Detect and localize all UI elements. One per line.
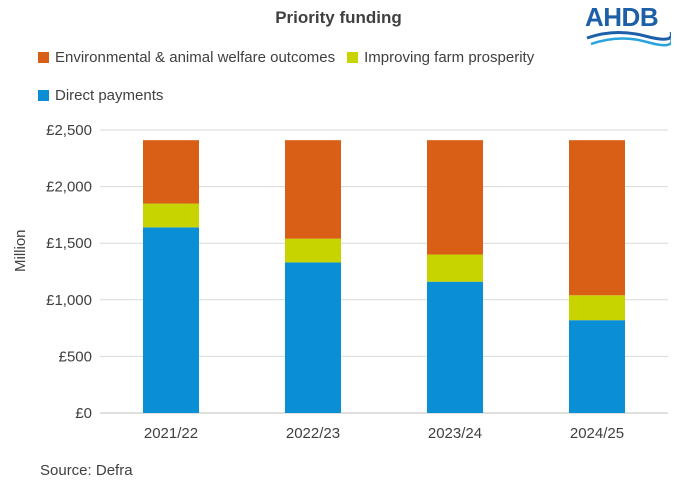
legend-label-direct: Direct payments <box>55 87 164 104</box>
bar-segment <box>569 140 625 296</box>
source-note: Source: Defra <box>40 462 133 479</box>
bar-segment <box>427 281 483 413</box>
chart-title: Priority funding <box>275 8 402 27</box>
logo-wave-icon <box>586 31 671 47</box>
bar-segment <box>569 295 625 321</box>
legend-label-improving: Improving farm prosperity <box>364 49 535 66</box>
legend-row-2: Direct payments <box>38 87 175 104</box>
logo-text: AHDB <box>585 2 659 32</box>
bar-segment <box>569 320 625 413</box>
legend-item-direct: Direct payments <box>38 87 163 104</box>
y-tick-label: £500 <box>59 348 92 365</box>
bar-segment <box>285 238 341 263</box>
bar-segment <box>143 227 199 413</box>
bar-segment <box>427 140 483 255</box>
bar-segment <box>143 203 199 228</box>
legend-label-environmental: Environmental & animal welfare outcomes <box>55 49 336 66</box>
y-tick-label: £0 <box>75 405 92 422</box>
bar-segment <box>143 140 199 204</box>
legend-item-environmental: Environmental & animal welfare outcomes <box>38 49 335 66</box>
legend-swatch-improving <box>347 52 359 63</box>
legend-swatch-direct <box>38 90 49 101</box>
legend-swatch-environmental <box>38 52 49 63</box>
legend-row-1: Environmental & animal welfare outcomes … <box>38 49 546 66</box>
bar-segment <box>285 262 341 413</box>
y-tick-label: £1,000 <box>46 292 92 309</box>
x-tick-label: 2021/22 <box>144 425 198 442</box>
bar-segment <box>427 254 483 282</box>
y-tick-label: £2,000 <box>46 179 92 196</box>
bar-segment <box>285 140 341 239</box>
legend-item-improving: Improving farm prosperity <box>347 49 534 66</box>
x-tick-label: 2024/25 <box>570 425 624 442</box>
y-tick-label: £2,500 <box>46 122 92 139</box>
y-tick-label: £1,500 <box>46 235 92 252</box>
x-tick-label: 2023/24 <box>428 425 482 442</box>
ahdb-logo: AHDB <box>585 2 671 48</box>
x-tick-label: 2022/23 <box>286 425 340 442</box>
